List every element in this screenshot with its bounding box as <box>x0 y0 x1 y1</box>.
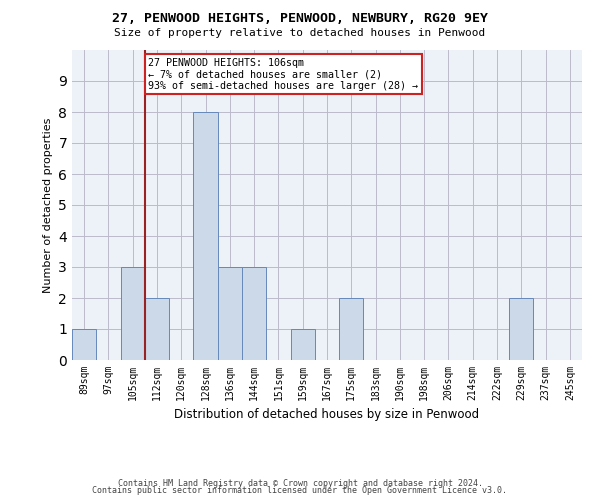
Text: 27, PENWOOD HEIGHTS, PENWOOD, NEWBURY, RG20 9EY: 27, PENWOOD HEIGHTS, PENWOOD, NEWBURY, R… <box>112 12 488 26</box>
Y-axis label: Number of detached properties: Number of detached properties <box>43 118 53 292</box>
Bar <box>193 112 218 360</box>
Bar <box>339 298 364 360</box>
Bar <box>145 298 169 360</box>
Bar <box>72 329 96 360</box>
Bar <box>242 267 266 360</box>
Bar <box>509 298 533 360</box>
Bar <box>290 329 315 360</box>
Bar <box>121 267 145 360</box>
Text: Size of property relative to detached houses in Penwood: Size of property relative to detached ho… <box>115 28 485 38</box>
X-axis label: Distribution of detached houses by size in Penwood: Distribution of detached houses by size … <box>175 408 479 422</box>
Text: 27 PENWOOD HEIGHTS: 106sqm
← 7% of detached houses are smaller (2)
93% of semi-d: 27 PENWOOD HEIGHTS: 106sqm ← 7% of detac… <box>149 58 419 91</box>
Text: Contains public sector information licensed under the Open Government Licence v3: Contains public sector information licen… <box>92 486 508 495</box>
Text: Contains HM Land Registry data © Crown copyright and database right 2024.: Contains HM Land Registry data © Crown c… <box>118 478 482 488</box>
Bar <box>218 267 242 360</box>
